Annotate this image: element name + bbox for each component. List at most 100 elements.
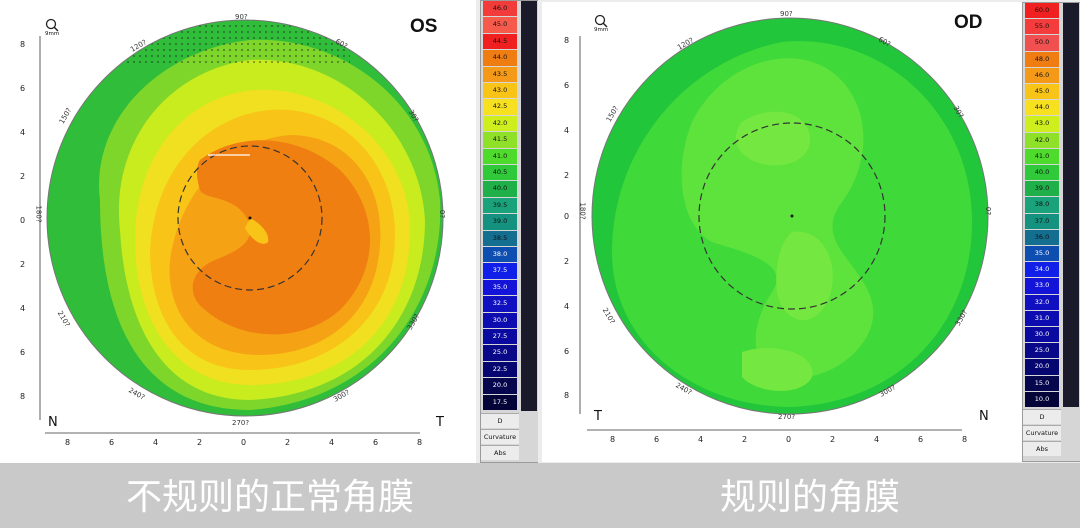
scale-label: 9mm <box>594 27 609 33</box>
angle-270: 270? <box>232 419 250 427</box>
legend-swatch: 25.0 <box>1025 343 1059 359</box>
legend-swatch: 45.0 <box>1025 84 1059 100</box>
legend-swatch: 30.0 <box>483 312 517 328</box>
y-tick: 6 <box>20 84 26 93</box>
legend-swatch: 42.0 <box>483 115 517 132</box>
x-tick: 0 <box>241 438 247 447</box>
caption-regular-cornea: 规则的角膜 <box>719 477 900 518</box>
legend-swatch: 42.0 <box>1025 132 1059 148</box>
legend-swatch: 42.5 <box>483 99 517 115</box>
x-tick: 6 <box>109 438 115 447</box>
legend-swatch: 50.0 <box>1025 35 1059 51</box>
y-tick: 2 <box>564 171 570 180</box>
right-map-graphic <box>579 17 989 431</box>
legend-swatch: 32.5 <box>483 296 517 312</box>
legend-swatch: 20.0 <box>483 378 517 394</box>
x-tick: 2 <box>830 435 836 444</box>
legend-swatch: 55.0 <box>1025 19 1059 35</box>
y-tick: 8 <box>20 40 26 49</box>
curvature-button[interactable]: Curvature <box>1023 425 1061 440</box>
legend-swatch: 44.5 <box>483 33 517 50</box>
legend-scrollbar[interactable] <box>1063 3 1079 407</box>
legend-swatch: 38.0 <box>483 247 517 263</box>
angle-270: 270? <box>778 413 796 421</box>
legend-swatch: 44.0 <box>1025 100 1059 116</box>
legend-swatch: 25.0 <box>483 345 517 361</box>
legend-swatch: 41.0 <box>1025 148 1059 164</box>
x-tick: 4 <box>153 438 159 447</box>
legend-swatch: 34.0 <box>1025 262 1059 278</box>
right-topography-panel: 9mm OD T N 90? 60? 30? 0? 330? 300? 270?… <box>538 0 1080 463</box>
legend-swatch: 33.0 <box>1025 278 1059 294</box>
legend-swatch: 35.0 <box>1025 246 1059 262</box>
legend-swatch: 43.0 <box>1025 116 1059 132</box>
y-tick: 4 <box>564 126 570 135</box>
x-tick: 6 <box>373 438 379 447</box>
x-tick: 2 <box>197 438 203 447</box>
curvature-button[interactable]: Curvature <box>481 429 519 444</box>
eye-label: OD <box>954 12 983 33</box>
legend-swatch: 38.0 <box>1025 197 1059 213</box>
legend-swatch: 37.5 <box>483 263 517 279</box>
legend-swatch: 40.0 <box>483 181 517 197</box>
zoom-icon[interactable] <box>45 18 59 32</box>
legend-swatch: 35.0 <box>483 279 517 296</box>
y-tick: 4 <box>20 128 26 137</box>
legend-scrollbar[interactable] <box>521 1 537 411</box>
legend-swatch: 44.0 <box>483 50 517 66</box>
temporal-label: T <box>594 409 602 424</box>
left-color-legend: 46.0 45.0 44.5 44.0 43.5 43.0 42.5 42.0 41.5 41.0… <box>480 0 540 463</box>
y-tick: 2 <box>20 172 26 181</box>
legend-swatch: 38.5 <box>483 230 517 246</box>
legend-swatch: 30.0 <box>1025 327 1059 343</box>
x-tick: 4 <box>329 438 335 447</box>
y-tick: 6 <box>564 81 570 90</box>
legend-swatch: 22.5 <box>483 361 517 378</box>
y-tick: 8 <box>564 36 570 45</box>
x-tick: 2 <box>285 438 291 447</box>
y-tick: 6 <box>564 347 570 356</box>
zoom-icon[interactable] <box>594 14 608 28</box>
nasal-label: N <box>48 415 58 430</box>
legend-swatch: 36.0 <box>1025 229 1059 245</box>
legend-swatch: 31.0 <box>1025 310 1059 326</box>
legend-swatch: 43.5 <box>483 66 517 82</box>
abs-button[interactable]: Abs <box>481 445 519 460</box>
angle-90: 90? <box>780 10 793 18</box>
x-tick: 8 <box>962 435 968 444</box>
x-tick: 0 <box>786 435 792 444</box>
x-tick: 2 <box>742 435 748 444</box>
angle-180: 180? <box>578 202 587 220</box>
legend-swatch: 46.0 <box>483 1 517 17</box>
x-tick: 6 <box>654 435 660 444</box>
angle-90: 90? <box>235 13 248 21</box>
x-tick: 8 <box>610 435 616 444</box>
right-color-legend: 60.0 55.0 50.0 48.0 46.0 45.0 44.0 43.0 42.0 41.0… <box>1022 2 1080 462</box>
legend-swatch: 48.0 <box>1025 51 1059 67</box>
legend-swatch: 46.0 <box>1025 67 1059 83</box>
nasal-label: N <box>979 409 989 424</box>
x-tick: 6 <box>918 435 924 444</box>
legend-swatch: 39.5 <box>483 197 517 214</box>
left-map-graphic <box>39 19 444 434</box>
legend-swatch: 20.0 <box>1025 359 1059 375</box>
x-tick: 8 <box>65 438 71 447</box>
right-topography-map: 9mm OD T N 90? 60? 30? 0? 330? 300? 270?… <box>542 2 1022 462</box>
y-tick: 4 <box>564 302 570 311</box>
unit-button[interactable]: D <box>1023 409 1061 424</box>
y-tick: 2 <box>564 257 570 266</box>
x-tick: 8 <box>417 438 423 447</box>
legend-swatch: 32.0 <box>1025 294 1059 310</box>
y-tick: 0 <box>20 216 26 225</box>
legend-swatch: 10.0 <box>1025 391 1059 407</box>
unit-button[interactable]: D <box>481 413 519 428</box>
angle-0: 0? <box>984 206 993 216</box>
left-topography-panel: 9mm OS N T 90? 60? 30? 0? 330? 300? 270?… <box>0 0 540 463</box>
y-tick: 6 <box>20 348 26 357</box>
abs-button[interactable]: Abs <box>1023 441 1061 456</box>
legend-swatch: 43.0 <box>483 83 517 99</box>
legend-swatch: 15.0 <box>1025 375 1059 391</box>
legend-swatch: 60.0 <box>1025 3 1059 19</box>
legend-swatch: 45.0 <box>483 17 517 33</box>
legend-swatch: 41.0 <box>483 148 517 164</box>
